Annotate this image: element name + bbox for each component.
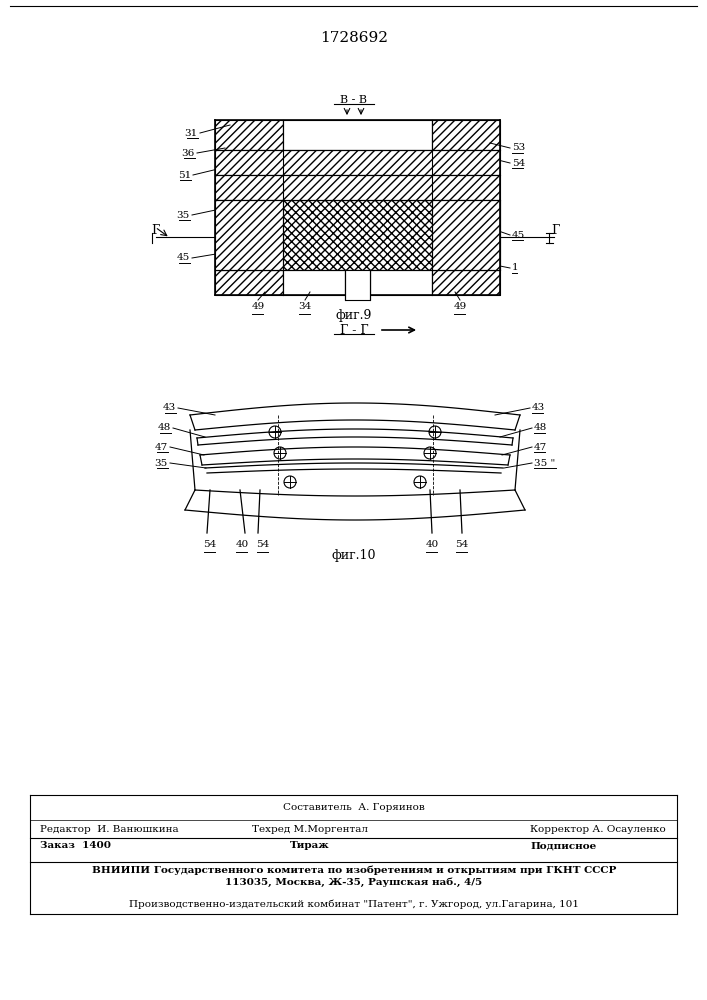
Bar xyxy=(215,175,500,200)
Text: 45: 45 xyxy=(512,231,525,239)
Text: 40: 40 xyxy=(235,540,249,549)
Text: 36: 36 xyxy=(182,148,195,157)
Bar xyxy=(215,120,283,150)
Text: Редактор  И. Ванюшкина: Редактор И. Ванюшкина xyxy=(40,824,179,834)
Text: Составитель  А. Горяинов: Составитель А. Горяинов xyxy=(283,803,425,812)
Text: 48: 48 xyxy=(158,424,171,432)
Bar xyxy=(370,270,432,295)
Bar xyxy=(432,270,500,295)
Bar xyxy=(215,150,500,175)
Text: Тираж: Тираж xyxy=(290,842,330,850)
Text: 49: 49 xyxy=(453,302,467,311)
Bar xyxy=(432,120,500,150)
Text: 35 ": 35 " xyxy=(534,458,555,468)
Bar xyxy=(215,270,283,295)
Bar xyxy=(215,200,283,270)
Bar xyxy=(283,120,432,150)
Text: 54: 54 xyxy=(512,158,525,167)
Text: 47: 47 xyxy=(534,442,547,452)
Text: фиг.9: фиг.9 xyxy=(336,308,372,322)
Text: Корректор А. Осауленко: Корректор А. Осауленко xyxy=(530,824,666,834)
Text: 45: 45 xyxy=(177,253,190,262)
Text: 53: 53 xyxy=(512,143,525,152)
Text: 35: 35 xyxy=(155,458,168,468)
Text: 48: 48 xyxy=(534,424,547,432)
Text: 43: 43 xyxy=(532,403,545,412)
Bar xyxy=(432,200,500,270)
Text: 47: 47 xyxy=(155,442,168,452)
Text: 49: 49 xyxy=(252,302,264,311)
Text: фиг.10: фиг.10 xyxy=(332,548,376,562)
Bar xyxy=(283,270,345,295)
Bar xyxy=(345,270,370,300)
Text: 113035, Москва, Ж-35, Раушская наб., 4/5: 113035, Москва, Ж-35, Раушская наб., 4/5 xyxy=(226,877,483,887)
Text: Производственно-издательский комбинат "Патент", г. Ужгород, ул.Гагарина, 101: Производственно-издательский комбинат "П… xyxy=(129,899,579,909)
Text: ВНИИПИ Государственного комитета по изобретениям и открытиям при ГКНТ СССР: ВНИИПИ Государственного комитета по изоб… xyxy=(92,865,617,875)
Text: Техред М.Моргентал: Техред М.Моргентал xyxy=(252,824,368,834)
Text: 54: 54 xyxy=(455,540,469,549)
Text: 51: 51 xyxy=(177,170,191,180)
Text: 1728692: 1728692 xyxy=(320,31,388,45)
Text: 34: 34 xyxy=(298,302,312,311)
Bar xyxy=(215,200,500,270)
Text: Заказ  1400: Заказ 1400 xyxy=(40,842,111,850)
Text: 43: 43 xyxy=(163,403,176,412)
Text: Г: Г xyxy=(151,224,159,236)
Text: 54: 54 xyxy=(204,540,216,549)
Text: 31: 31 xyxy=(185,128,198,137)
Text: 54: 54 xyxy=(257,540,269,549)
Text: Г - Г: Г - Г xyxy=(339,324,368,336)
Text: 1: 1 xyxy=(512,263,519,272)
Text: В - В: В - В xyxy=(341,95,368,105)
Text: 35: 35 xyxy=(177,211,190,220)
Text: Г: Г xyxy=(551,224,559,236)
Text: Подписное: Подписное xyxy=(530,842,596,850)
Text: 40: 40 xyxy=(426,540,438,549)
